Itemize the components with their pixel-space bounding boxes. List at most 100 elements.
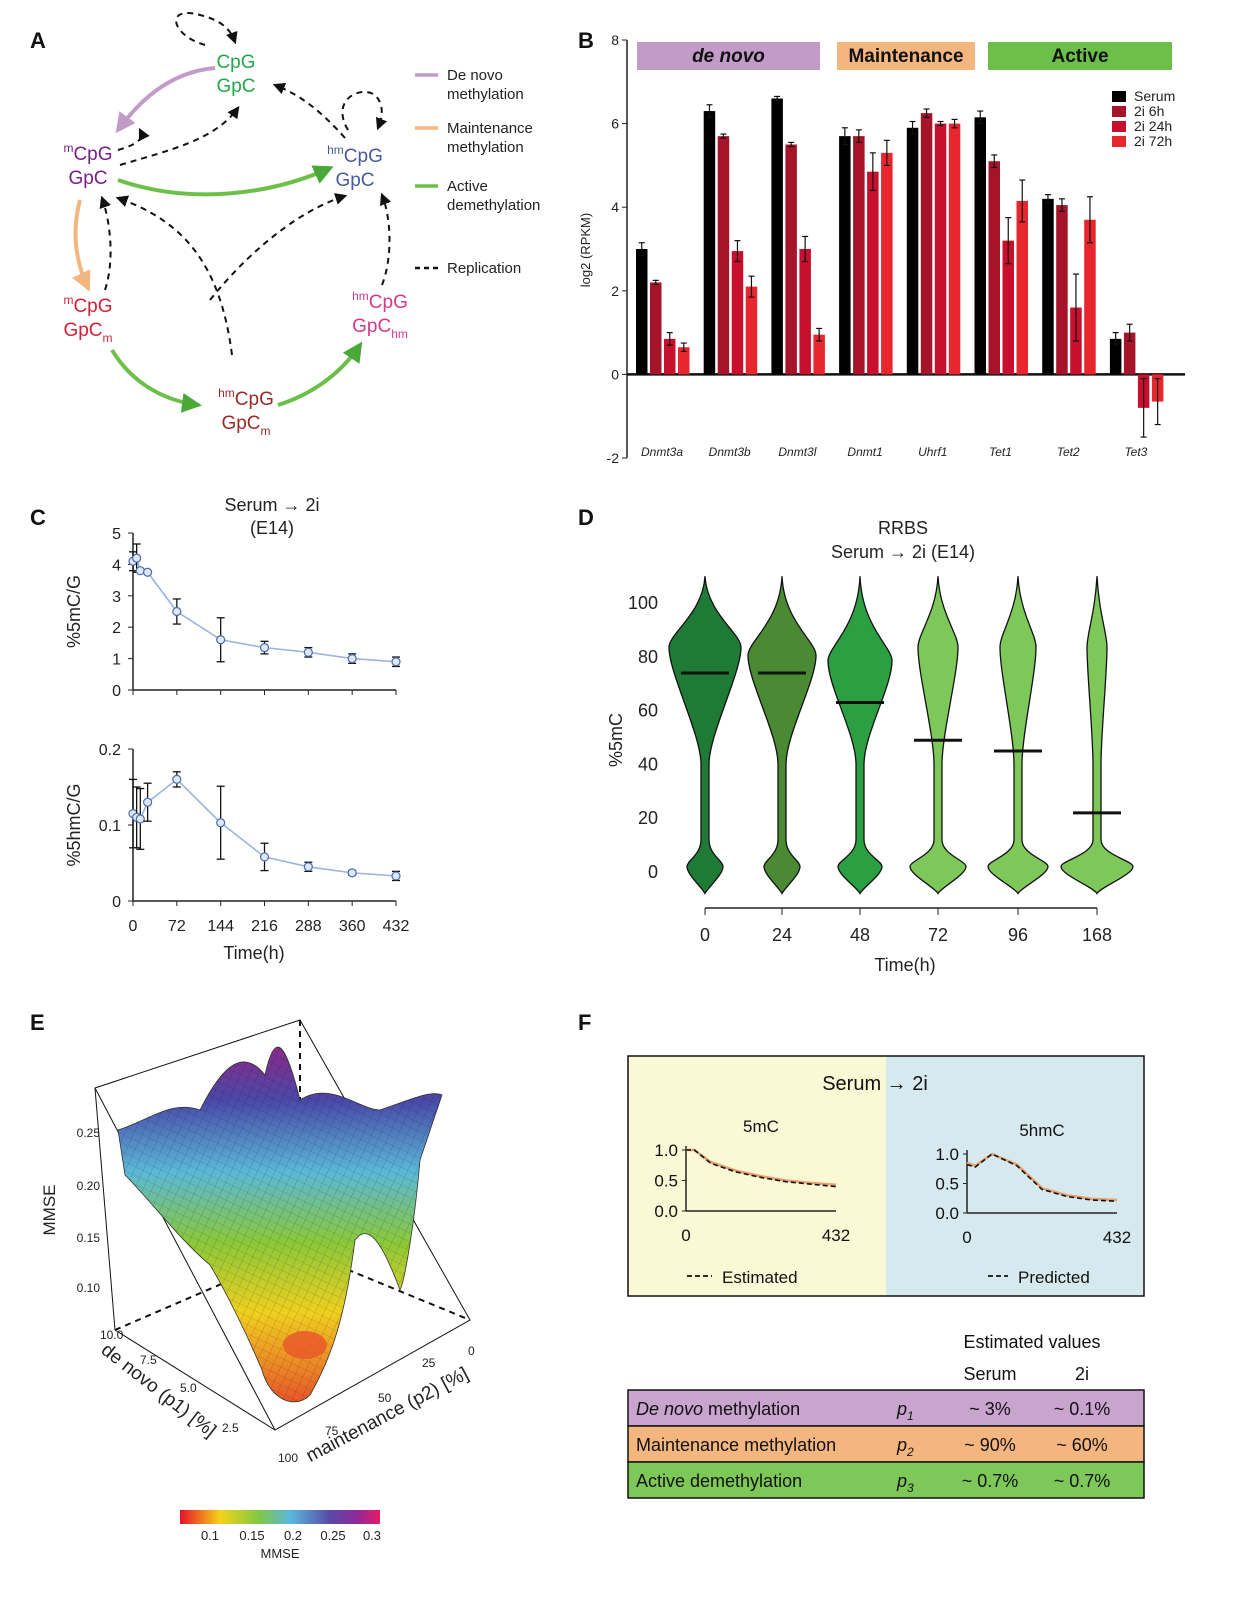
c-5mc-ytick-label: 5 (112, 526, 121, 543)
e-ztick-label: 0.10 (77, 1281, 101, 1295)
c-5mc-point (216, 635, 226, 645)
b-group-label-0: de novo (692, 46, 765, 67)
d-violin-48 (827, 576, 893, 895)
panel-a-diagram: CpG GpC mCpG GpC hmCpG GpC mCpG GpCm hmCpG GpChm h… (63, 12, 540, 438)
panel-label-a: A (30, 28, 46, 53)
b-group-label-2: Active (1051, 46, 1108, 67)
e-ztick-label: 0.25 (77, 1126, 101, 1140)
b-y-tick-label: 4 (611, 199, 619, 215)
panel-b-bar-chart: 8 6 4 2 0 -2 log2 (RPKM) de novo Maintenance Acti… (578, 32, 1185, 466)
b-bar-Dnmt1-3 (881, 152, 893, 375)
b-legend-label-3: 2i 72h (1134, 133, 1172, 149)
b-legend-swatch-2 (1112, 121, 1126, 132)
b-bar-Tet1-3 (1016, 200, 1028, 375)
b-legend-swatch-0 (1112, 91, 1126, 102)
replication-arrow-mcpg-cpg (119, 106, 240, 166)
e-xtick-label: 2.5 (222, 1421, 239, 1435)
e-colorbar-tick: 0.2 (284, 1528, 302, 1543)
c-5hmc-ytick-label: 0 (112, 894, 121, 911)
c-xtick-label: 288 (295, 918, 322, 935)
b-bar-Dnmt3b-3 (745, 286, 758, 375)
b-category-label: Dnmt1 (847, 445, 882, 459)
d-xtick-label: 0 (700, 925, 710, 945)
b-bar-Tet1-1 (988, 161, 1000, 375)
d-violin-72 (909, 576, 967, 895)
b-bar-Dnmt1-0 (839, 136, 851, 375)
surface-box-edge (94, 1087, 116, 1331)
b-bar-Tet2-3 (1084, 219, 1096, 375)
d-xtick-label: 72 (928, 925, 948, 945)
c-subtitle: (E14) (250, 518, 294, 538)
c-5mc-point (303, 647, 313, 657)
f-5hmc-model-line (966, 1153, 1118, 1202)
panel-label-e: E (30, 1010, 45, 1035)
e-xtick-label: 10.0 (100, 1328, 124, 1342)
b-bar-Dnmt3l-2 (799, 249, 811, 375)
c-5hmc-point (303, 862, 313, 872)
mmse-minimum (283, 1331, 327, 1359)
node-label-line2-3: GpCm (63, 320, 112, 345)
f-5hmc-title: 5hmC (1019, 1121, 1064, 1140)
b-legend-swatch-1 (1112, 106, 1126, 117)
b-bar-Tet2-1 (1056, 205, 1068, 375)
c-5mc-point (259, 643, 270, 653)
d-violin-168 (1060, 576, 1134, 895)
legend-label2-1: methylation (447, 139, 524, 156)
b-category-label: Dnmt3b (709, 445, 751, 459)
f-col-serum: Serum (963, 1364, 1016, 1384)
panel-label-f: F (578, 1010, 591, 1035)
c-xtick-label: 72 (168, 918, 186, 935)
d-violin-0 (668, 576, 742, 895)
replication-arrow-hmm-m (115, 195, 233, 356)
b-bar-Tet1-2 (1002, 240, 1014, 375)
d-subtitle: Serum → 2i (E14) (831, 542, 975, 562)
c-5hmc-point (347, 868, 357, 878)
b-y-tick-label: -2 (607, 450, 620, 466)
b-bar-Tet3-1 (1123, 332, 1136, 375)
b-category-label: Tet1 (989, 445, 1012, 459)
b-y-tick-label: 0 (611, 366, 619, 382)
f-5mc-title: 5mC (743, 1117, 779, 1136)
e-colorbar-tick: 0.1 (201, 1528, 219, 1543)
f-box-title: Serum → 2i (822, 1073, 928, 1095)
f-row-serum-0: ~ 3% (969, 1399, 1011, 1419)
surface-box-edge-front (114, 1329, 276, 1431)
d-xtick-label: 48 (850, 925, 870, 945)
c-5hmc-ylabel: %5hmC/G (64, 783, 84, 866)
b-bar-Uhrf1-0 (906, 127, 919, 375)
b-legend-label-0: Serum (1134, 88, 1175, 104)
d-ytick-label: 60 (638, 701, 658, 721)
f-row-label-2: Active demethylation (636, 1471, 802, 1491)
f-5mc-xtick-label: 0 (681, 1226, 690, 1245)
c-5hmc-ytick-label: 0.1 (99, 818, 121, 835)
c-title: Serum → 2i (224, 495, 319, 515)
e-ytick-label: 50 (378, 1391, 392, 1405)
d-xtick-label: 96 (1008, 925, 1028, 945)
b-bar-Dnmt3l-1 (785, 144, 797, 375)
b-group-box-0 (637, 42, 820, 70)
b-category-label: Uhrf1 (918, 445, 947, 459)
d-violin-96 (987, 576, 1049, 895)
c-5mc-point (132, 553, 142, 563)
node-label-0: CpG (216, 52, 255, 73)
f-5mc-xtick-label: 432 (822, 1226, 850, 1245)
e-ytick-label: 0 (468, 1344, 475, 1358)
c-5mc-point (391, 657, 401, 667)
panel-d-violin-chart: RRBS Serum → 2i (E14) 0 20 40 60 80 100 %5mC 0 24 4… (606, 518, 1134, 975)
e-ztick-label: 0.15 (77, 1231, 101, 1245)
c-xtick-label: 360 (339, 918, 366, 935)
e-ytick-label: 75 (325, 1424, 339, 1438)
b-legend-swatch-3 (1112, 136, 1126, 147)
b-bar-Dnmt3l-3 (813, 334, 825, 375)
b-category-label: Dnmt3a (641, 445, 683, 459)
node-label-line2-5: GpCm (221, 413, 270, 438)
b-bar-Dnmt1-2 (867, 171, 879, 375)
f-5hmc-ytick-label: 0.5 (935, 1175, 959, 1194)
b-category-label: Tet2 (1057, 445, 1080, 459)
f-row-2i-0: ~ 0.1% (1054, 1399, 1111, 1419)
c-5mc-point (172, 606, 182, 617)
f-row-param-0: p1 (896, 1399, 914, 1423)
b-bar-Dnmt3b-2 (731, 251, 744, 375)
